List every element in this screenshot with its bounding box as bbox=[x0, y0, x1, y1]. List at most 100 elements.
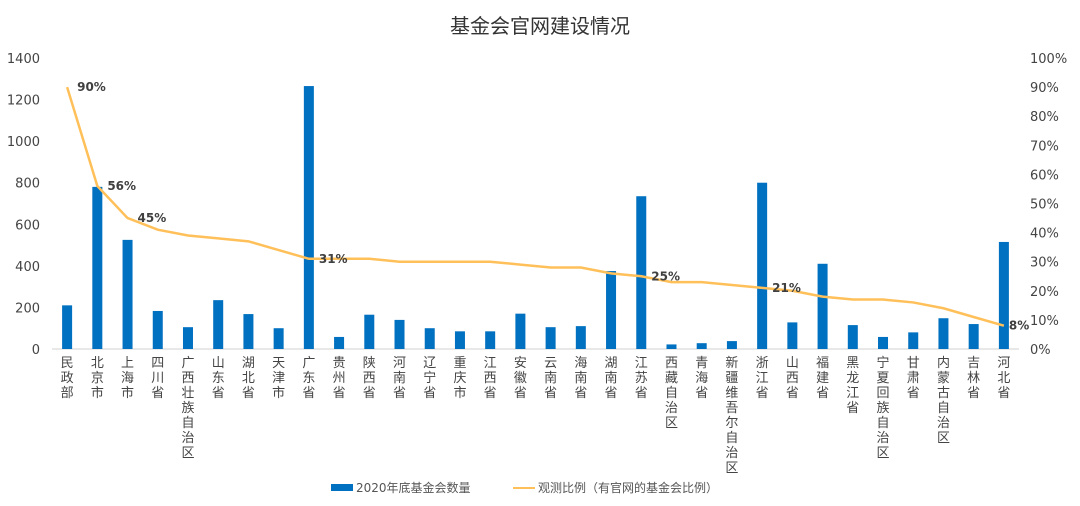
x-tick-label-char: 江 bbox=[484, 356, 497, 371]
x-tick-label-char: 海 bbox=[121, 371, 134, 386]
bar bbox=[636, 196, 647, 349]
data-label: 31% bbox=[319, 252, 348, 266]
x-tick-label-char: 自 bbox=[937, 401, 950, 416]
x-tick-label-char: 湖 bbox=[605, 356, 618, 371]
bar bbox=[726, 341, 737, 349]
x-tick-label-char: 苏 bbox=[635, 370, 648, 386]
x-tick-label-char: 林 bbox=[967, 371, 980, 386]
y-left-tick-label: 1000 bbox=[7, 135, 40, 150]
x-tick-label-char: 治 bbox=[665, 401, 678, 416]
x-tick-label-char: 宁 bbox=[877, 355, 890, 371]
x-tick-label-char: 福 bbox=[816, 356, 829, 371]
x-tick-label-char: 省 bbox=[907, 386, 920, 401]
bar bbox=[696, 343, 707, 349]
x-tick-label-char: 省 bbox=[484, 386, 497, 401]
bar bbox=[485, 331, 496, 349]
x-tick-label-char: 蒙 bbox=[937, 371, 950, 386]
x-tick-label-char: 自 bbox=[665, 386, 678, 401]
x-tick-label-char: 青 bbox=[695, 356, 708, 371]
y-right-tick-label: 20% bbox=[1030, 285, 1059, 300]
y-right-tick-label: 0% bbox=[1030, 343, 1051, 358]
x-tick-label-char: 辽 bbox=[423, 356, 436, 371]
y-right-tick-label: 50% bbox=[1030, 198, 1059, 213]
x-tick-label-char: 海 bbox=[574, 356, 587, 371]
bar bbox=[92, 186, 103, 349]
x-tick-label-char: 省 bbox=[514, 386, 527, 401]
x-tick-label-char: 安 bbox=[514, 356, 527, 371]
legend-line-label: 观测比例（有官网的基金会比例） bbox=[538, 480, 718, 495]
ratio-line bbox=[65, 86, 1005, 327]
x-tick-label-char: 省 bbox=[695, 386, 708, 401]
x-tick-label-char: 南 bbox=[605, 370, 618, 386]
x-tick-label-char: 维 bbox=[725, 386, 738, 401]
x-tick-label-char: 政 bbox=[61, 371, 74, 386]
x-tick-label-char: 省 bbox=[363, 386, 376, 401]
x-tick-label-char: 宁 bbox=[423, 370, 436, 386]
y-left-tick-label: 400 bbox=[15, 260, 40, 275]
bar bbox=[364, 314, 375, 349]
x-tick-label-char: 省 bbox=[786, 386, 799, 401]
x-tick-label-char: 治 bbox=[725, 446, 738, 461]
y-left-tick-label: 600 bbox=[15, 218, 40, 233]
x-tick-label-char: 省 bbox=[242, 386, 255, 401]
x-tick-label-char: 南 bbox=[544, 370, 557, 386]
bar bbox=[303, 86, 314, 349]
x-tick-label-char: 西 bbox=[665, 356, 678, 371]
bar bbox=[62, 305, 73, 349]
x-tick-label-char: 西 bbox=[786, 371, 799, 386]
bar bbox=[122, 239, 133, 349]
x-tick-label-char: 省 bbox=[212, 386, 225, 401]
y-right-tick-label: 90% bbox=[1030, 81, 1059, 96]
x-tick-label-char: 庆 bbox=[453, 371, 466, 386]
x-tick-label-char: 浙 bbox=[756, 356, 769, 371]
x-tick-label-char: 广 bbox=[181, 356, 194, 371]
data-label: 25% bbox=[651, 269, 680, 283]
x-tick-label-char: 省 bbox=[997, 386, 1010, 401]
x-tick-label-char: 省 bbox=[756, 386, 769, 401]
x-tick-label-char: 省 bbox=[574, 386, 587, 401]
x-tick-label-char: 自 bbox=[181, 416, 194, 431]
x-tick-label-char: 京 bbox=[91, 371, 104, 386]
x-tick-label-char: 海 bbox=[695, 371, 708, 386]
bar bbox=[515, 313, 526, 349]
x-tick-label-char: 自 bbox=[725, 431, 738, 446]
x-tick-label-char: 区 bbox=[937, 431, 950, 446]
data-label: 90% bbox=[77, 80, 106, 94]
bar bbox=[817, 263, 828, 349]
x-tick-label-char: 省 bbox=[635, 386, 648, 401]
bar bbox=[606, 271, 617, 349]
x-tick-label-char: 江 bbox=[756, 371, 769, 386]
x-tick-label-char: 南 bbox=[393, 370, 406, 386]
x-tick-label-char: 广 bbox=[302, 356, 315, 371]
bar bbox=[575, 326, 586, 349]
bar bbox=[938, 318, 949, 349]
x-tick-label-char: 省 bbox=[605, 386, 618, 401]
x-tick-label-char: 省 bbox=[423, 386, 436, 401]
bar bbox=[757, 182, 768, 349]
x-tick-label-char: 南 bbox=[574, 370, 587, 386]
data-label: 21% bbox=[772, 281, 801, 295]
x-tick-label-char: 夏 bbox=[877, 371, 890, 386]
x-tick-label-char: 族 bbox=[877, 400, 890, 416]
y-right-tick-label: 10% bbox=[1030, 314, 1059, 329]
x-tick-label-char: 自 bbox=[877, 416, 890, 431]
bar bbox=[273, 328, 284, 349]
x-tick-label-char: 河 bbox=[997, 356, 1010, 371]
x-tick-label-char: 古 bbox=[937, 386, 950, 401]
x-tick-label-char: 疆 bbox=[725, 371, 738, 386]
y-right-tick-label: 30% bbox=[1030, 256, 1059, 271]
x-tick-label-char: 北 bbox=[91, 356, 104, 371]
x-tick-label-char: 藏 bbox=[665, 371, 678, 386]
x-tick-label-char: 市 bbox=[272, 385, 285, 401]
x-tick-label-char: 治 bbox=[877, 431, 890, 446]
x-tick-label-char: 东 bbox=[302, 371, 315, 386]
y-left-tick-label: 1200 bbox=[7, 94, 40, 109]
bar bbox=[182, 327, 193, 349]
x-tick-label-char: 西 bbox=[484, 371, 497, 386]
x-tick-label-char: 河 bbox=[393, 356, 406, 371]
bar bbox=[998, 241, 1009, 349]
legend-bar-label: 2020年底基金会数量 bbox=[356, 480, 471, 495]
data-label: 56% bbox=[107, 179, 136, 193]
